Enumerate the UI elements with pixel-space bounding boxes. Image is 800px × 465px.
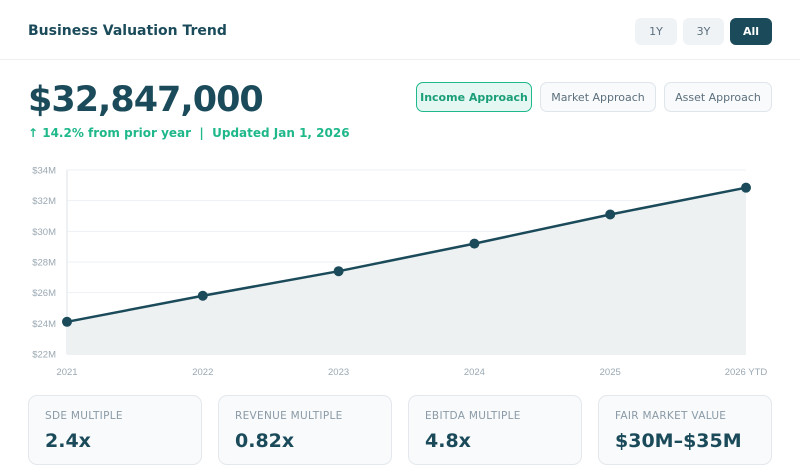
metric-card-revenue: REVENUE MULTIPLE 0.82x — [218, 395, 392, 465]
metric-value: 2.4x — [45, 430, 91, 452]
market-approach-button[interactable]: Market Approach — [540, 82, 656, 112]
x-tick-label: 2021 — [56, 367, 77, 378]
area-fill — [67, 187, 746, 354]
x-tick-label: 2022 — [192, 367, 213, 378]
metric-label: SDE MULTIPLE — [45, 410, 123, 422]
metric-label: FAIR MARKET VALUE — [615, 410, 727, 422]
range-all-button[interactable]: All — [730, 18, 772, 45]
metric-card-ebitda: EBITDA MULTIPLE 4.8x — [408, 395, 582, 465]
y-tick-label: $22M — [32, 350, 56, 361]
metric-value: 4.8x — [425, 430, 471, 452]
y-tick-label: $34M — [32, 166, 56, 177]
page-title: Business Valuation Trend — [28, 23, 227, 39]
y-tick-label: $32M — [32, 196, 56, 207]
x-tick-label: 2025 — [600, 367, 621, 378]
valuation-change: ↑ 14.2% from prior year | Updated Jan 1,… — [28, 126, 350, 140]
data-point — [469, 238, 480, 249]
metric-value: $30M–$35M — [615, 430, 742, 452]
metric-value: 0.82x — [235, 430, 295, 452]
data-point — [197, 290, 208, 301]
metric-label: EBITDA MULTIPLE — [425, 410, 521, 422]
data-point — [62, 316, 72, 327]
asset-approach-button[interactable]: Asset Approach — [664, 82, 772, 112]
y-tick-label: $30M — [32, 227, 56, 238]
range-3y-button[interactable]: 3Y — [683, 18, 724, 45]
income-approach-button[interactable]: Income Approach — [416, 82, 532, 112]
metric-card-fmv: FAIR MARKET VALUE $30M–$35M — [598, 395, 772, 465]
x-tick-label: 2026 YTD — [725, 367, 768, 378]
metric-card-sde: SDE MULTIPLE 2.4x — [28, 395, 202, 465]
data-point — [605, 209, 616, 220]
y-tick-label: $26M — [32, 288, 56, 299]
range-1y-button[interactable]: 1Y — [635, 18, 677, 45]
x-tick-label: 2023 — [328, 367, 349, 378]
series-line — [66, 186, 747, 324]
valuation-value: $32,847,000 — [28, 80, 264, 120]
y-tick-label: $28M — [32, 258, 56, 269]
header: Business Valuation Trend 1Y 3Y All — [0, 0, 800, 60]
data-point — [741, 182, 751, 193]
x-tick-label: 2024 — [464, 367, 485, 378]
y-tick-label: $24M — [32, 319, 56, 330]
valuation-chart: $22M $24M $26M $28M $30M $32M $34M 2021 2022 2023… — [32, 166, 768, 379]
data-point — [333, 266, 344, 277]
metric-label: REVENUE MULTIPLE — [235, 410, 343, 422]
